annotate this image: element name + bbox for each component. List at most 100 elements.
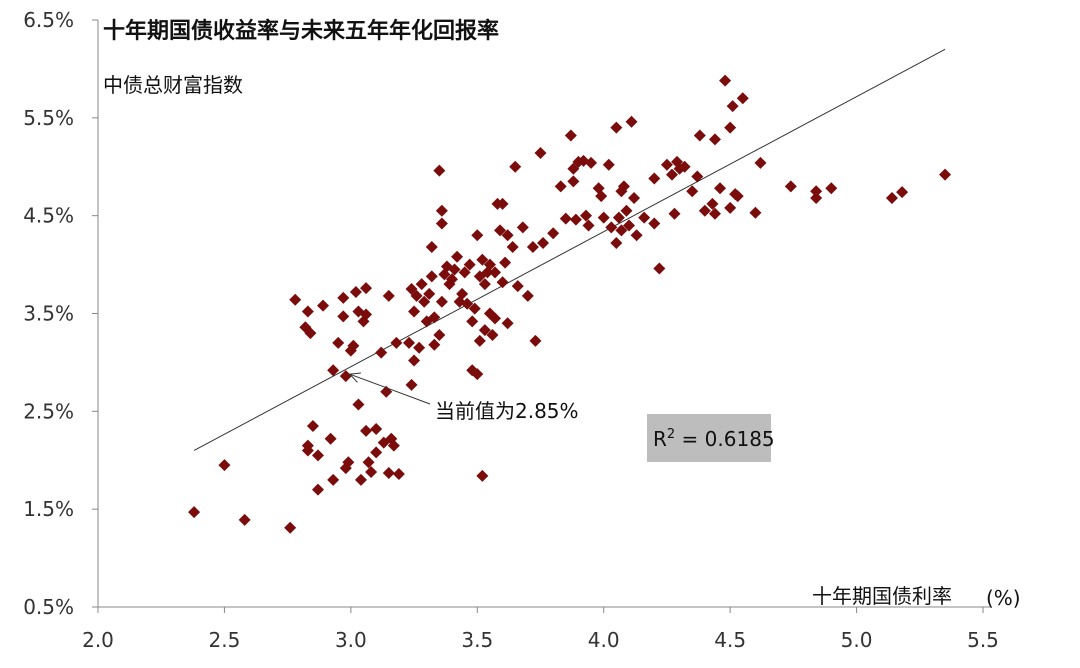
data-point	[471, 229, 484, 242]
annotation-arrow	[349, 373, 431, 405]
data-point	[435, 204, 448, 217]
y-tick-label: 3.5%	[23, 302, 74, 326]
data-point	[435, 217, 448, 230]
data-point	[554, 180, 567, 193]
data-point	[526, 240, 539, 253]
x-axis-unit: (%)	[986, 586, 1021, 610]
data-point	[810, 185, 823, 198]
data-point	[458, 266, 471, 279]
data-point	[749, 206, 762, 219]
data-point	[719, 74, 732, 87]
data-point	[238, 513, 251, 526]
data-point	[825, 182, 838, 195]
x-tick-label: 2.5	[209, 628, 241, 652]
data-point	[810, 192, 823, 205]
data-point	[478, 278, 491, 291]
data-point	[390, 336, 403, 349]
data-point	[567, 175, 580, 188]
data-point	[463, 258, 476, 271]
data-point	[724, 201, 737, 214]
data-point	[375, 346, 388, 359]
data-point	[370, 422, 383, 435]
data-point	[896, 186, 909, 199]
data-point	[347, 339, 360, 352]
data-point	[466, 315, 479, 328]
data-point	[623, 219, 635, 232]
data-point	[488, 312, 501, 325]
data-point	[354, 473, 367, 486]
data-point	[418, 295, 431, 308]
data-point	[301, 439, 314, 452]
annotation-arrowhead	[348, 372, 361, 383]
data-point	[408, 305, 421, 318]
data-point	[408, 354, 421, 367]
data-point	[188, 506, 201, 519]
y-tick-label: 4.5%	[23, 204, 74, 228]
data-point	[628, 192, 641, 205]
data-point	[476, 469, 489, 482]
data-point	[509, 160, 522, 173]
data-point	[506, 240, 519, 253]
data-point	[218, 459, 231, 472]
data-point	[648, 172, 661, 185]
data-point	[754, 156, 767, 169]
data-point	[708, 207, 721, 220]
data-point	[471, 368, 484, 381]
data-point	[342, 456, 355, 469]
data-point	[610, 237, 623, 250]
y-tick-label: 5.5%	[23, 106, 74, 130]
data-point	[580, 209, 593, 222]
data-point	[736, 92, 749, 105]
data-point	[448, 263, 461, 276]
r-squared-text: R2 = 0.6185	[653, 427, 775, 451]
data-point	[360, 424, 373, 437]
x-tick-label: 4.5	[714, 628, 746, 652]
x-tick-label: 3.0	[335, 628, 367, 652]
data-point	[612, 211, 625, 224]
data-point	[602, 158, 615, 171]
data-point	[468, 302, 481, 315]
data-point	[885, 192, 898, 205]
data-point	[501, 229, 514, 242]
data-point	[537, 237, 550, 250]
data-point	[433, 164, 446, 177]
data-point	[349, 285, 362, 298]
x-axis-label: 十年期国债利率	[812, 584, 952, 608]
data-point	[605, 221, 618, 234]
data-point	[638, 211, 651, 224]
data-point	[726, 100, 739, 113]
chart-subtitle: 中债总财富指数	[103, 73, 243, 97]
data-point	[304, 327, 317, 340]
data-point	[423, 287, 436, 300]
data-point	[413, 341, 426, 354]
data-point	[648, 217, 661, 230]
data-point	[476, 253, 489, 266]
data-point	[582, 219, 595, 232]
r-squared-value: = 0.6185	[675, 427, 774, 451]
data-point	[617, 180, 630, 193]
data-point	[597, 211, 610, 224]
data-point	[425, 270, 438, 283]
data-point	[630, 229, 643, 242]
data-point	[496, 197, 509, 210]
data-point	[337, 291, 350, 304]
data-point	[686, 185, 699, 198]
data-point	[691, 170, 704, 183]
data-point	[301, 305, 314, 318]
data-point	[387, 439, 400, 452]
axes	[97, 20, 990, 608]
data-point	[595, 190, 608, 203]
data-point	[494, 224, 507, 237]
data-point	[311, 483, 324, 496]
data-point	[693, 129, 706, 142]
x-ticks: 2.0 2.5 3.0 3.5 4.0 4.5 5.0 5.5	[82, 607, 999, 652]
x-tick-label: 5.0	[841, 628, 873, 652]
data-point	[559, 212, 572, 225]
data-point	[306, 420, 319, 433]
data-point	[324, 432, 337, 445]
data-points	[188, 74, 952, 534]
data-point	[511, 280, 524, 293]
data-point	[405, 378, 418, 391]
data-point	[362, 456, 375, 469]
